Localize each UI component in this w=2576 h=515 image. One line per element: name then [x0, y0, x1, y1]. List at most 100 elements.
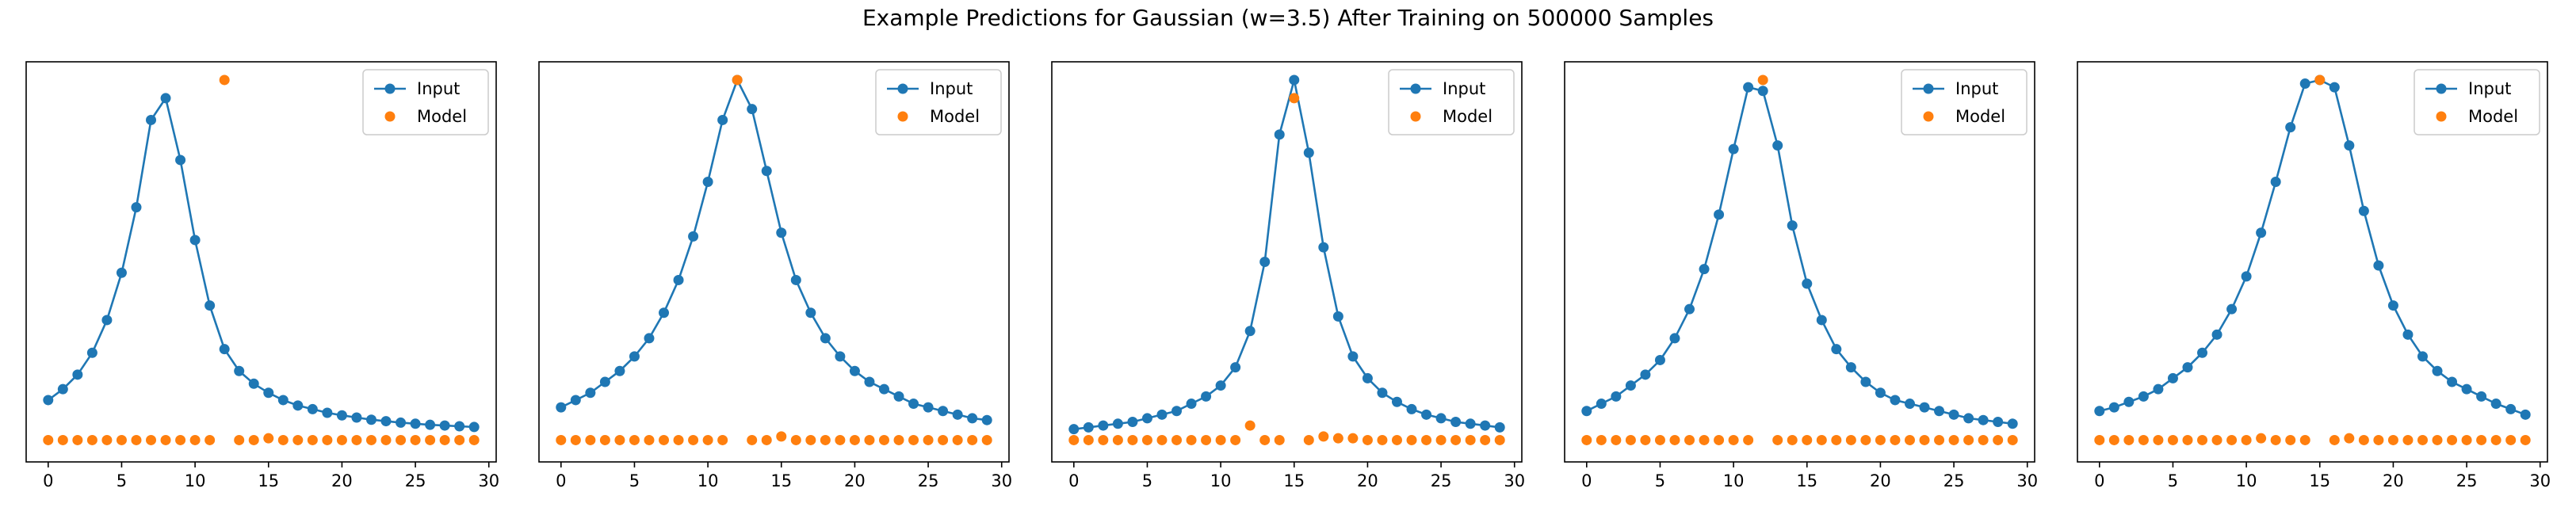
x-tick-label: 30 — [1504, 471, 1525, 490]
model-point — [2094, 434, 2105, 445]
input-point — [1186, 399, 1197, 410]
input-point — [1728, 143, 1739, 154]
model-point — [1890, 434, 1901, 445]
model-point — [380, 434, 392, 445]
input-point — [1978, 414, 1989, 425]
input-point — [1377, 387, 1388, 399]
model-point — [1831, 434, 1842, 445]
legend-marker-input — [384, 83, 396, 94]
input-point — [2461, 383, 2472, 395]
legend-marker-model — [1923, 111, 1934, 122]
model-point — [556, 434, 567, 445]
input-point — [878, 383, 889, 395]
input-point — [1772, 140, 1783, 151]
input-point — [2226, 303, 2238, 315]
x-tick-label: 15 — [2309, 471, 2330, 490]
model-point — [1112, 434, 1123, 445]
input-point — [893, 391, 904, 402]
legend-label-input: Input — [1955, 79, 1998, 98]
legend-label-input: Input — [2468, 79, 2511, 98]
input-point — [454, 421, 465, 432]
legend: Input Model — [1901, 69, 2028, 135]
model-point — [1289, 93, 1300, 104]
input-point — [864, 376, 875, 387]
input-point — [219, 344, 230, 355]
input-point — [849, 365, 860, 376]
model-point — [1963, 434, 1974, 445]
input-point — [747, 104, 758, 115]
model-point — [1934, 434, 1945, 445]
model-point — [263, 433, 274, 444]
input-point — [2329, 82, 2340, 93]
model-point — [599, 434, 610, 445]
x-tick-label: 0 — [1581, 471, 1592, 490]
x-tick-label: 25 — [1431, 471, 1452, 490]
input-point — [1465, 418, 1476, 429]
model-point — [2241, 434, 2252, 445]
legend: Input Model — [362, 69, 489, 135]
model-point — [1596, 434, 1607, 445]
model-point — [614, 434, 625, 445]
input-point — [1332, 311, 1343, 322]
model-point — [2520, 434, 2531, 445]
model-point — [1244, 420, 1256, 431]
input-point — [1098, 420, 1109, 431]
model-point — [1068, 434, 1080, 445]
input-point — [277, 395, 289, 406]
model-point — [1845, 434, 1856, 445]
input-point — [1831, 344, 1842, 355]
model-point — [2299, 434, 2310, 445]
x-tick-label: 10 — [698, 471, 719, 490]
model-point — [2387, 434, 2398, 445]
x-tick-label: 20 — [1870, 471, 1891, 490]
legend: Input Model — [1388, 69, 1515, 135]
model-point — [1127, 434, 1138, 445]
input-point — [2490, 399, 2501, 410]
model-point — [86, 434, 97, 445]
input-point — [365, 414, 376, 425]
model-point — [1948, 434, 1959, 445]
input-point — [2476, 391, 2487, 402]
model-point — [2167, 434, 2178, 445]
model-point — [1743, 434, 1754, 445]
model-point — [1421, 434, 1432, 445]
model-point — [1230, 434, 1241, 445]
model-point — [189, 434, 201, 445]
legend: Input Model — [875, 69, 1002, 135]
input-point — [292, 400, 304, 411]
model-point — [234, 434, 245, 445]
model-point — [1318, 431, 1329, 442]
input-point — [1625, 380, 1636, 391]
model-point — [1581, 434, 1592, 445]
model-point — [1802, 434, 1813, 445]
model-point — [790, 434, 801, 445]
input-point — [146, 114, 157, 125]
model-point — [1332, 433, 1343, 444]
model-point — [1669, 434, 1680, 445]
input-point — [1259, 257, 1271, 267]
input-point — [1993, 417, 2004, 427]
chart-panel-5: 0 5 10 15 20 25 30 Input Model — [2077, 61, 2551, 490]
model-point — [2182, 434, 2193, 445]
input-point — [2123, 396, 2135, 407]
model-point — [219, 74, 230, 86]
model-point — [468, 434, 480, 445]
input-point — [1596, 399, 1607, 410]
input-point — [790, 274, 801, 285]
input-point — [2197, 347, 2208, 358]
input-point — [1450, 417, 1462, 427]
input-point — [1757, 86, 1768, 97]
input-point — [688, 231, 699, 242]
model-point — [1494, 434, 1505, 445]
input-point — [1787, 220, 1798, 231]
input-point — [1068, 424, 1080, 435]
input-point — [322, 407, 333, 418]
model-point — [2226, 434, 2238, 445]
model-point — [835, 434, 846, 445]
input-point — [101, 315, 113, 326]
x-tick-label: 25 — [1943, 471, 1965, 490]
model-point — [2417, 434, 2428, 445]
input-point — [2520, 409, 2531, 420]
legend-marker-model — [897, 111, 908, 122]
